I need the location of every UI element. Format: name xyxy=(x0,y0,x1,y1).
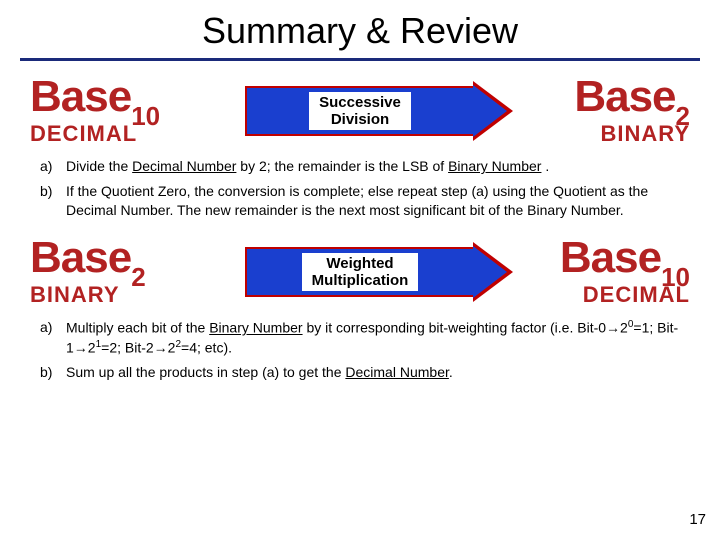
list-item: a) Divide the Decimal Number by 2; the r… xyxy=(40,157,680,176)
base10b-block: Base10 DECIMAL xyxy=(520,236,690,308)
arrow1-line1: Successive xyxy=(319,94,401,111)
section2-row: Base2 BINARY Weighted Multiplication Bas… xyxy=(0,236,720,308)
base10-word: Base xyxy=(30,72,131,121)
step-marker: b) xyxy=(40,182,66,220)
step-marker: a) xyxy=(40,157,66,176)
list-item: b) Sum up all the products in step (a) t… xyxy=(40,363,680,382)
arrow-text-2: Weighted Multiplication xyxy=(302,253,419,292)
base10-sub: 10 xyxy=(131,101,160,131)
arrow-head-icon xyxy=(473,81,513,141)
base2b-label: BINARY xyxy=(30,282,120,308)
step-text: Sum up all the products in step (a) to g… xyxy=(66,363,680,382)
section1-row: Base10 DECIMAL Successive Division Base2… xyxy=(0,75,720,147)
step-text: If the Quotient Zero, the conversion is … xyxy=(66,182,680,220)
step-marker: a) xyxy=(40,318,66,357)
step-text: Multiply each bit of the Binary Number b… xyxy=(66,318,680,357)
arrow2-line2: Multiplication xyxy=(312,272,409,289)
step-marker: b) xyxy=(40,363,66,382)
list-item: a) Multiply each bit of the Binary Numbe… xyxy=(40,318,680,357)
section1-steps: a) Divide the Decimal Number by 2; the r… xyxy=(0,153,720,236)
arrow-text-1: Successive Division xyxy=(309,92,411,131)
section2-steps: a) Multiply each bit of the Binary Numbe… xyxy=(0,314,720,398)
base2-block: Base2 BINARY xyxy=(520,75,690,147)
arrow-successive-division: Successive Division xyxy=(200,76,520,146)
page-number: 17 xyxy=(689,511,706,528)
base2-sub: 2 xyxy=(676,101,690,131)
step-text: Divide the Decimal Number by 2; the rema… xyxy=(66,157,680,176)
base2b-sub: 2 xyxy=(131,262,145,292)
base2-word: Base xyxy=(574,72,675,121)
arrow-head-icon xyxy=(473,242,513,302)
base2b-block: Base2 BINARY xyxy=(30,236,200,308)
base10-block: Base10 DECIMAL xyxy=(30,75,200,147)
list-item: b) If the Quotient Zero, the conversion … xyxy=(40,182,680,220)
base10b-sub: 10 xyxy=(661,262,690,292)
page-title: Summary & Review xyxy=(0,0,720,58)
base10b-word: Base xyxy=(560,233,661,282)
base10-label: DECIMAL xyxy=(30,121,137,147)
arrow1-line2: Division xyxy=(331,111,389,128)
arrow-weighted-mult: Weighted Multiplication xyxy=(200,237,520,307)
title-divider xyxy=(20,58,700,61)
arrow2-line1: Weighted xyxy=(326,255,393,272)
base2b-word: Base xyxy=(30,233,131,282)
